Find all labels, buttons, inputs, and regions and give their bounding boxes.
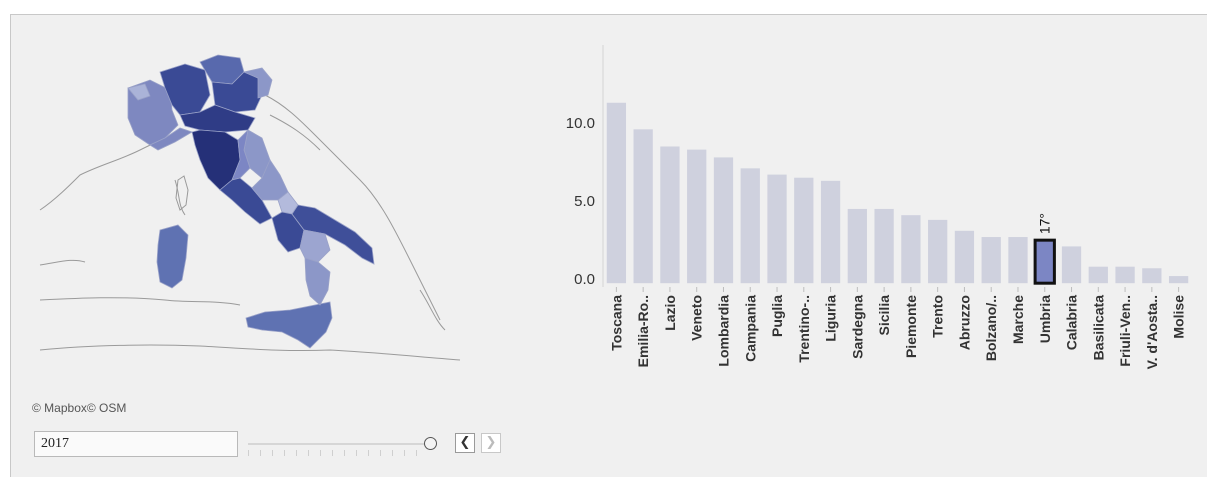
x-tick-label: Basilicata xyxy=(1090,295,1106,361)
bar[interactable] xyxy=(794,177,814,284)
x-tick-label: Puglia xyxy=(769,295,785,337)
slider-tick xyxy=(248,450,249,456)
slider-tick xyxy=(308,450,309,456)
region-sardegna[interactable] xyxy=(156,224,189,289)
x-tick-label: Campania xyxy=(742,295,758,362)
x-tick-label: Emilia-Ro.. xyxy=(635,295,651,367)
bar[interactable] xyxy=(767,174,787,284)
x-tick-label: Abruzzo xyxy=(956,295,972,350)
data-label: 17° xyxy=(1037,213,1053,234)
slider-tick xyxy=(260,450,261,456)
x-tick-label: Veneto xyxy=(689,295,705,341)
region-puglia[interactable] xyxy=(291,204,375,265)
chevron-right-icon[interactable]: ❯ xyxy=(481,433,501,453)
chevron-left-icon[interactable]: ❮ xyxy=(455,433,475,453)
bar[interactable] xyxy=(1088,266,1108,284)
slider-tick xyxy=(284,450,285,456)
region-lazio[interactable] xyxy=(219,177,273,225)
bar[interactable] xyxy=(660,146,680,284)
region-sicilia[interactable] xyxy=(245,301,333,349)
bar[interactable] xyxy=(606,102,627,284)
x-tick-label: Piemonte xyxy=(903,295,919,358)
x-tick-label: V. d'Aosta.. xyxy=(1144,295,1160,369)
x-tick-label: Toscana xyxy=(608,295,624,351)
x-tick-label: Sardegna xyxy=(849,295,865,359)
x-tick-label: Molise xyxy=(1171,295,1187,339)
bar[interactable] xyxy=(1142,268,1162,284)
y-tick-label: 10.0 xyxy=(566,115,595,132)
region-valle-daosta[interactable] xyxy=(127,83,151,101)
slider-tick xyxy=(344,450,345,456)
x-tick-label: Trento xyxy=(930,295,946,338)
slider-tick xyxy=(380,450,381,456)
x-tick-label: Lombardia xyxy=(715,295,731,367)
bar[interactable] xyxy=(820,180,841,284)
y-tick-label: 5.0 xyxy=(574,193,595,210)
bar[interactable] xyxy=(1115,266,1135,284)
bar[interactable] xyxy=(1168,276,1189,284)
region-umbria[interactable] xyxy=(231,128,251,181)
bar[interactable] xyxy=(928,219,948,284)
slider-thumb[interactable] xyxy=(424,437,437,450)
x-tick-label: Lazio xyxy=(662,295,678,331)
year-slider[interactable] xyxy=(248,436,438,460)
bar[interactable] xyxy=(847,208,867,284)
bar[interactable] xyxy=(901,215,921,284)
x-tick-label: Liguria xyxy=(823,295,839,342)
x-tick-label: Trentino-.. xyxy=(796,295,812,363)
bar[interactable] xyxy=(1008,237,1028,284)
slider-tick xyxy=(332,450,333,456)
x-tick-label: Sicilia xyxy=(876,295,892,336)
bar[interactable] xyxy=(981,237,1001,284)
map-attribution: © Mapbox© OSM xyxy=(32,401,127,415)
bar[interactable] xyxy=(874,208,894,284)
slider-tick xyxy=(272,450,273,456)
slider-tick xyxy=(392,450,393,456)
slider-ticks xyxy=(248,450,428,458)
bar[interactable] xyxy=(740,168,760,284)
slider-tick xyxy=(416,450,417,456)
slider-tick xyxy=(356,450,357,456)
bar[interactable] xyxy=(633,129,653,284)
region-calabria[interactable] xyxy=(304,257,331,306)
slider-tick xyxy=(368,450,369,456)
bar[interactable] xyxy=(1033,238,1056,285)
italy-map[interactable] xyxy=(0,0,560,477)
year-field[interactable]: 2017 xyxy=(34,431,238,457)
bar[interactable] xyxy=(954,230,975,284)
x-tick-label: Marche xyxy=(1010,295,1026,344)
slider-track xyxy=(248,443,428,445)
slider-tick xyxy=(320,450,321,456)
bar[interactable] xyxy=(1061,246,1082,284)
y-tick-label: 0.0 xyxy=(574,271,595,288)
bar[interactable] xyxy=(713,157,734,284)
x-tick-label: Friuli-Ven.. xyxy=(1117,295,1133,367)
region-friuli[interactable] xyxy=(242,67,273,99)
slider-tick xyxy=(296,450,297,456)
x-tick-label: Bolzano/.. xyxy=(983,295,999,361)
x-tick-label: Umbria xyxy=(1037,295,1053,343)
corsica-outline xyxy=(175,175,189,211)
region-emilia-romagna[interactable] xyxy=(179,104,256,133)
slider-tick xyxy=(404,450,405,456)
x-tick-label: Calabria xyxy=(1064,295,1080,350)
bar[interactable] xyxy=(687,149,707,284)
